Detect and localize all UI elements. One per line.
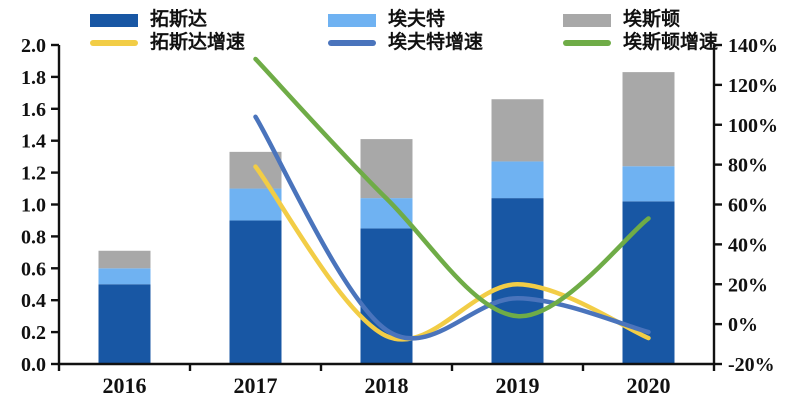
y-left-tick-label: 1.8 [21, 67, 46, 89]
x-axis-label-2018: 2018 [365, 373, 409, 398]
legend-label-tuosida-growth: 拓斯达增速 [150, 32, 246, 53]
growth-line-0 [253, 164, 651, 342]
legend-label-aifute-growth: 埃夫特增速 [388, 32, 484, 53]
legend-swatch-aifute-icon [328, 13, 376, 27]
chart-legend: 拓斯达 埃夫特 埃斯顿 拓斯达增速 埃夫特增速 埃斯顿增速 [0, 0, 800, 58]
bar-segment-2017-0 [229, 220, 282, 364]
legend-label-aisidun-growth: 埃斯顿增速 [623, 32, 719, 53]
y-left-tick-label: 1.6 [21, 99, 46, 121]
legend-label-aifute: 埃夫特 [388, 9, 446, 30]
y-left-tick-label: 0.0 [21, 354, 46, 376]
legend-item-aisidun: 埃斯顿 [563, 10, 680, 30]
y-left-tick-label: 1.4 [21, 131, 46, 153]
legend-label-tuosida: 拓斯达 [150, 9, 208, 30]
y-right-tick-label: 20% [728, 274, 768, 296]
x-axis-label-2017: 2017 [234, 373, 278, 398]
legend-item-tuosida-growth: 拓斯达增速 [90, 33, 245, 53]
x-axis-label-2016: 2016 [103, 373, 147, 398]
legend-swatch-aifute-growth-icon [328, 40, 376, 46]
legend-swatch-aisidun-growth-icon [563, 40, 611, 46]
legend-swatch-tuosida-growth-icon [90, 40, 138, 46]
bar-segment-2019-1 [491, 161, 544, 199]
bar-segment-2016-2 [98, 250, 151, 269]
y-right-tick-label: -20% [728, 354, 775, 376]
bar-segment-2018-0 [360, 228, 413, 364]
bar-segment-2018-1 [360, 198, 413, 229]
y-left-tick-label: 1.2 [21, 163, 46, 185]
legend-item-aisidun-growth: 埃斯顿增速 [563, 33, 718, 53]
y-right-tick-label: 0% [728, 314, 758, 336]
bar-segment-2018-2 [360, 139, 413, 199]
bar-segment-2019-2 [491, 99, 544, 162]
growth-line-1 [253, 114, 651, 341]
legend-item-tuosida: 拓斯达 [90, 10, 207, 30]
x-axis-label-2020: 2020 [627, 373, 671, 398]
y-right-tick-label: 140% [728, 35, 778, 57]
y-left-tick-label: 2.0 [21, 35, 46, 57]
bar-segment-2016-0 [98, 284, 151, 364]
y-right-tick-label: 80% [728, 155, 768, 177]
legend-swatch-aisidun-icon [563, 13, 611, 27]
y-left-tick-label: 1.0 [21, 195, 46, 217]
y-left-tick-label: 0.6 [21, 258, 46, 280]
y-right-tick-label: 120% [728, 75, 778, 97]
legend-swatch-tuosida-icon [90, 13, 138, 27]
y-right-tick-label: 40% [728, 234, 768, 256]
bar-segment-2016-1 [98, 268, 151, 285]
y-right-tick-label: 100% [728, 115, 778, 137]
y-right-tick-label: 60% [728, 195, 768, 217]
x-axis-label-2019: 2019 [496, 373, 540, 398]
growth-line-2 [253, 56, 651, 319]
y-left-tick-label: 0.4 [21, 290, 46, 312]
bar-segment-2019-0 [491, 198, 544, 364]
bar-segment-2020-2 [622, 72, 675, 167]
legend-label-aisidun: 埃斯顿 [623, 9, 681, 30]
y-left-tick-label: 0.8 [21, 226, 46, 248]
legend-item-aifute: 埃夫特 [328, 10, 445, 30]
legend-item-aifute-growth: 埃夫特增速 [328, 33, 483, 53]
bar-segment-2020-1 [622, 166, 675, 202]
y-left-tick-label: 0.2 [21, 322, 46, 344]
